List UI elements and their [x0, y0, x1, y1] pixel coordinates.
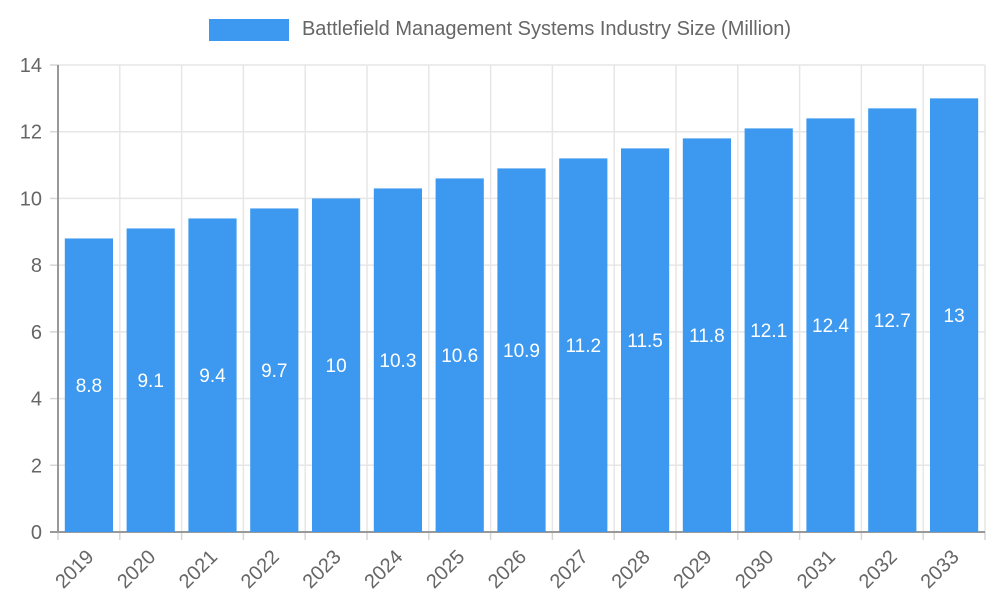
bar-value-label: 12.1 — [750, 321, 787, 342]
bar-value-label: 9.4 — [199, 366, 226, 387]
bar-2024[interactable] — [373, 188, 423, 532]
x-tick-label: 2029 — [669, 546, 716, 593]
y-tick-label: 8 — [31, 255, 42, 277]
y-tick-label: 6 — [31, 322, 42, 344]
bar-value-label: 11.5 — [627, 331, 663, 352]
bar-value-label: 12.4 — [812, 316, 849, 337]
bar-2019[interactable] — [64, 238, 114, 532]
bar-value-label: 9.7 — [261, 361, 287, 382]
x-tick-label: 2031 — [793, 546, 840, 593]
bar-value-label: 10 — [326, 356, 347, 377]
y-tick-label: 10 — [20, 188, 42, 210]
bar-2025[interactable] — [435, 178, 484, 532]
bar-value-label: 10.3 — [379, 351, 416, 372]
x-tick-label: 2022 — [237, 546, 284, 593]
x-tick-label: 2033 — [917, 546, 964, 593]
x-tick-label: 2028 — [608, 546, 655, 593]
bar-value-label: 10.6 — [441, 346, 478, 367]
bar-2029[interactable] — [682, 138, 732, 532]
bar-value-label: 13 — [944, 306, 965, 327]
bar-value-label: 11.2 — [566, 336, 602, 357]
y-tick-label: 12 — [20, 122, 42, 144]
x-tick-label: 2023 — [299, 546, 346, 593]
bar-value-label: 10.9 — [503, 341, 540, 362]
bar-value-label: 9.1 — [137, 371, 163, 392]
x-tick-label: 2030 — [731, 546, 778, 593]
legend-item[interactable]: Battlefield Management Systems Industry … — [208, 18, 792, 41]
bar-2033[interactable] — [929, 98, 979, 532]
x-tick-label: 2019 — [51, 546, 98, 593]
bar-2022[interactable] — [250, 208, 299, 532]
x-tick-label: 2026 — [484, 546, 531, 593]
bar-value-label: 11.8 — [689, 326, 725, 347]
bar-2020[interactable] — [126, 228, 175, 532]
x-tick-label: 2032 — [855, 546, 902, 593]
x-tick-label: 2027 — [546, 546, 593, 593]
bar-2026[interactable] — [497, 168, 546, 532]
bar-2030[interactable] — [744, 128, 793, 532]
bar-value-label: 12.7 — [874, 311, 911, 332]
bar-2031[interactable] — [806, 118, 855, 532]
bar-2028[interactable] — [620, 148, 670, 532]
bar-2032[interactable] — [868, 108, 917, 532]
bar-2021[interactable] — [188, 218, 237, 532]
x-tick-label: 2024 — [360, 546, 407, 593]
legend-swatch — [208, 18, 289, 41]
x-tick-label: 2021 — [175, 546, 222, 593]
y-tick-label: 14 — [20, 55, 42, 77]
x-tick-label: 2025 — [422, 546, 469, 593]
bar-2023[interactable] — [311, 198, 361, 532]
y-tick-label: 0 — [31, 522, 42, 544]
y-tick-label: 2 — [31, 455, 42, 477]
bar-value-label: 8.8 — [76, 376, 102, 397]
legend-label: Battlefield Management Systems Industry … — [301, 18, 792, 40]
bar-2027[interactable] — [559, 158, 608, 532]
legend: Battlefield Management Systems Industry … — [0, 18, 1000, 41]
x-tick-label: 2020 — [113, 546, 160, 593]
y-tick-label: 4 — [31, 389, 42, 411]
